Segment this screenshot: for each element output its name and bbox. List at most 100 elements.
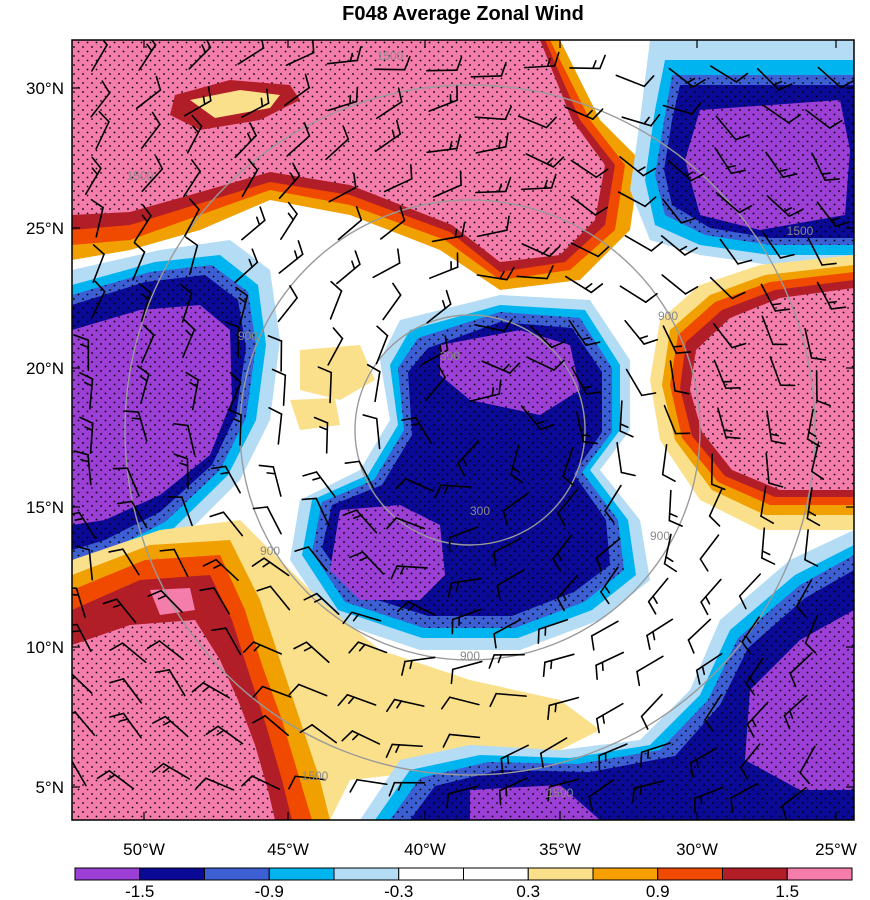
wind-barb <box>440 696 480 710</box>
wind-barb <box>476 215 510 238</box>
wind-barb <box>617 191 657 208</box>
wind-barb <box>431 221 466 243</box>
wind-barb <box>151 762 191 780</box>
wind-barb <box>695 652 723 685</box>
positive-region-southwest <box>72 520 600 820</box>
wind-barb <box>386 698 425 713</box>
wind-barb <box>539 737 568 768</box>
wind-barb <box>390 565 428 580</box>
wind-barb <box>604 484 622 523</box>
wind-barb <box>227 408 242 446</box>
wind-barb <box>741 616 760 655</box>
wind-barb <box>713 359 741 390</box>
wind-barb <box>420 335 449 366</box>
wind-barb <box>301 497 330 527</box>
wind-barb <box>84 156 102 195</box>
wind-barb <box>147 589 183 613</box>
wind-barb <box>141 324 155 364</box>
wind-barb <box>159 548 189 577</box>
wind-barb <box>552 534 573 572</box>
wind-barb <box>252 506 282 535</box>
wind-barb <box>713 323 747 349</box>
lat-tick-label: 5°N <box>35 778 64 797</box>
wind-barb <box>521 243 561 258</box>
wind-barb <box>715 115 750 141</box>
wind-barb <box>432 170 462 198</box>
wind-barb <box>542 653 575 678</box>
wind-barb <box>569 54 606 70</box>
wind-barb <box>186 114 203 154</box>
wind-barb <box>817 66 854 89</box>
colorbar-swatch <box>398 867 464 881</box>
wind-barb <box>326 46 362 65</box>
map-frame <box>71 39 855 821</box>
lon-tick-label: 40°W <box>404 840 446 859</box>
wind-barb <box>516 265 554 280</box>
wind-barb <box>286 122 311 157</box>
wind-barb <box>344 460 375 489</box>
colorbar-label: -0.9 <box>255 882 284 900</box>
negative-region-central <box>290 295 650 650</box>
wind-barb <box>72 587 86 618</box>
wind-barb <box>600 566 619 605</box>
wind-barb <box>228 371 242 411</box>
wind-barb <box>401 656 436 676</box>
wind-barb <box>640 742 671 768</box>
contour-label: 900 <box>658 309 678 323</box>
negative-region-west <box>72 240 280 590</box>
wind-barb <box>134 203 152 242</box>
wind-barb <box>109 678 143 704</box>
wind-barb <box>382 282 402 321</box>
colorbar-swatch <box>722 867 788 881</box>
wind-barb <box>327 327 344 366</box>
wind-barb <box>341 730 381 745</box>
wind-barb <box>498 777 528 806</box>
wind-barb <box>146 640 184 661</box>
wind-barb <box>568 319 601 347</box>
colorbar-swatch <box>139 867 205 881</box>
wind-barb <box>401 416 433 445</box>
wind-barb <box>556 574 579 612</box>
colorbar-swatch <box>74 867 141 881</box>
wind-barb <box>256 585 291 611</box>
wind-barb <box>730 782 759 813</box>
wind-barb <box>135 75 162 110</box>
wind-barb <box>348 551 385 575</box>
wind-barb <box>136 365 150 404</box>
negative-region-northeast <box>630 40 854 265</box>
wind-barb <box>745 657 764 696</box>
wind-barb <box>710 65 749 83</box>
wind-barb <box>709 276 746 300</box>
wind-barb <box>636 655 664 687</box>
wind-barb <box>647 577 669 615</box>
wind-barb <box>141 155 164 192</box>
wind-barb <box>615 74 655 88</box>
wind-barb <box>619 400 634 438</box>
wind-barb <box>796 579 813 618</box>
wind-barb <box>235 286 249 326</box>
wind-barb <box>714 147 746 175</box>
wind-barb <box>386 517 426 530</box>
wind-barb <box>789 652 813 688</box>
wind-barb <box>424 364 446 402</box>
wind-barb <box>806 487 821 527</box>
wind-barb <box>765 151 798 178</box>
wind-barb <box>210 465 241 494</box>
colorbar-swatch <box>592 867 659 881</box>
wind-barb <box>523 51 560 69</box>
wind-barb <box>342 509 378 534</box>
wind-barb <box>395 477 434 492</box>
wind-barb <box>252 685 292 698</box>
wind-barb <box>756 67 793 91</box>
wind-barb <box>488 653 525 669</box>
wind-barb <box>668 67 706 88</box>
wind-barb <box>434 484 472 499</box>
contour-ring-1500 <box>124 84 816 776</box>
wind-barb <box>766 195 803 217</box>
wind-barb <box>595 537 621 572</box>
wind-barb <box>619 156 657 177</box>
wind-barb <box>476 266 515 281</box>
lat-tick-label: 25°N <box>26 219 64 238</box>
lon-tick-label: 45°W <box>267 840 309 859</box>
wind-barb <box>619 285 658 303</box>
